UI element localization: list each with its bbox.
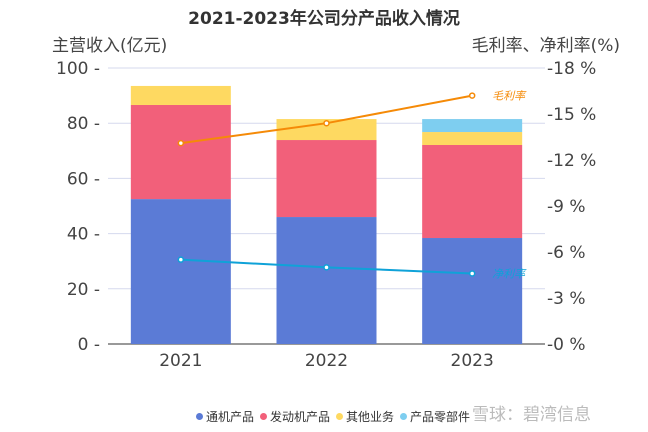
y2-tick-label: -12 % xyxy=(547,151,596,171)
legend-marker xyxy=(400,413,408,420)
bar-segment xyxy=(422,119,523,133)
x-tick-label: 2023 xyxy=(451,351,494,371)
chart-title: 2021-2023年公司分产品收入情况 xyxy=(188,8,460,29)
bar-segment xyxy=(130,104,231,200)
legend-marker xyxy=(260,413,268,420)
legend-label: 发动机产品 xyxy=(270,410,331,424)
line-point xyxy=(177,139,185,147)
x-tick-label: 2021 xyxy=(159,351,202,371)
y2-tick-label: -0 % xyxy=(547,335,586,355)
y-tick-label: 100 - xyxy=(56,59,100,79)
y2-tick-label: -15 % xyxy=(547,105,596,125)
legend-marker xyxy=(336,413,344,420)
line-point xyxy=(323,264,330,271)
y2-tick-label: -6 % xyxy=(547,243,586,263)
legend-item[interactable]: 产品零部件 xyxy=(400,408,470,425)
watermark: 雪球：碧湾信息 xyxy=(472,405,591,425)
y-tick-label: 40 - xyxy=(67,225,100,245)
bar-segment xyxy=(276,217,377,344)
legend-label: 产品零部件 xyxy=(410,410,471,424)
legend: 通机产品 发动机产品 其他业务 产品零部件 xyxy=(196,408,470,425)
y2-tick-label: -3 % xyxy=(547,289,586,309)
legend-marker xyxy=(196,413,203,420)
y2-tick-label: -9 % xyxy=(547,197,586,217)
bar-segment xyxy=(276,119,377,141)
legend-item[interactable]: 发动机产品 xyxy=(260,408,330,425)
bar-segment xyxy=(422,132,523,146)
y2-tick-label: -18 % xyxy=(547,59,596,79)
y-tick-label: 20 - xyxy=(67,280,100,300)
y-tick-label: 0 - xyxy=(78,335,100,355)
bar-segment xyxy=(422,238,523,344)
x-tick-label: 2022 xyxy=(305,351,348,371)
bar-segment xyxy=(130,199,231,344)
bar-segment xyxy=(130,85,231,105)
line-point xyxy=(177,256,185,263)
line-point xyxy=(323,119,330,127)
line-label: 净利率 xyxy=(492,267,527,280)
line-point xyxy=(468,92,476,99)
y2-axis-label: 毛利率、净利率(%) xyxy=(472,36,620,56)
line-label: 毛利率 xyxy=(492,90,527,103)
y-tick-label: 60 - xyxy=(67,169,100,189)
legend-item[interactable]: 通机产品 xyxy=(196,408,254,425)
line-point xyxy=(468,270,476,277)
y-tick-label: 80 - xyxy=(67,114,100,134)
bar-segment xyxy=(422,145,523,239)
legend-label: 其他业务 xyxy=(346,410,395,424)
legend-item[interactable]: 其他业务 xyxy=(336,408,394,425)
legend-label: 通机产品 xyxy=(206,410,255,424)
bar-segment xyxy=(276,140,377,218)
y-axis-label: 主营收入(亿元) xyxy=(52,36,167,56)
